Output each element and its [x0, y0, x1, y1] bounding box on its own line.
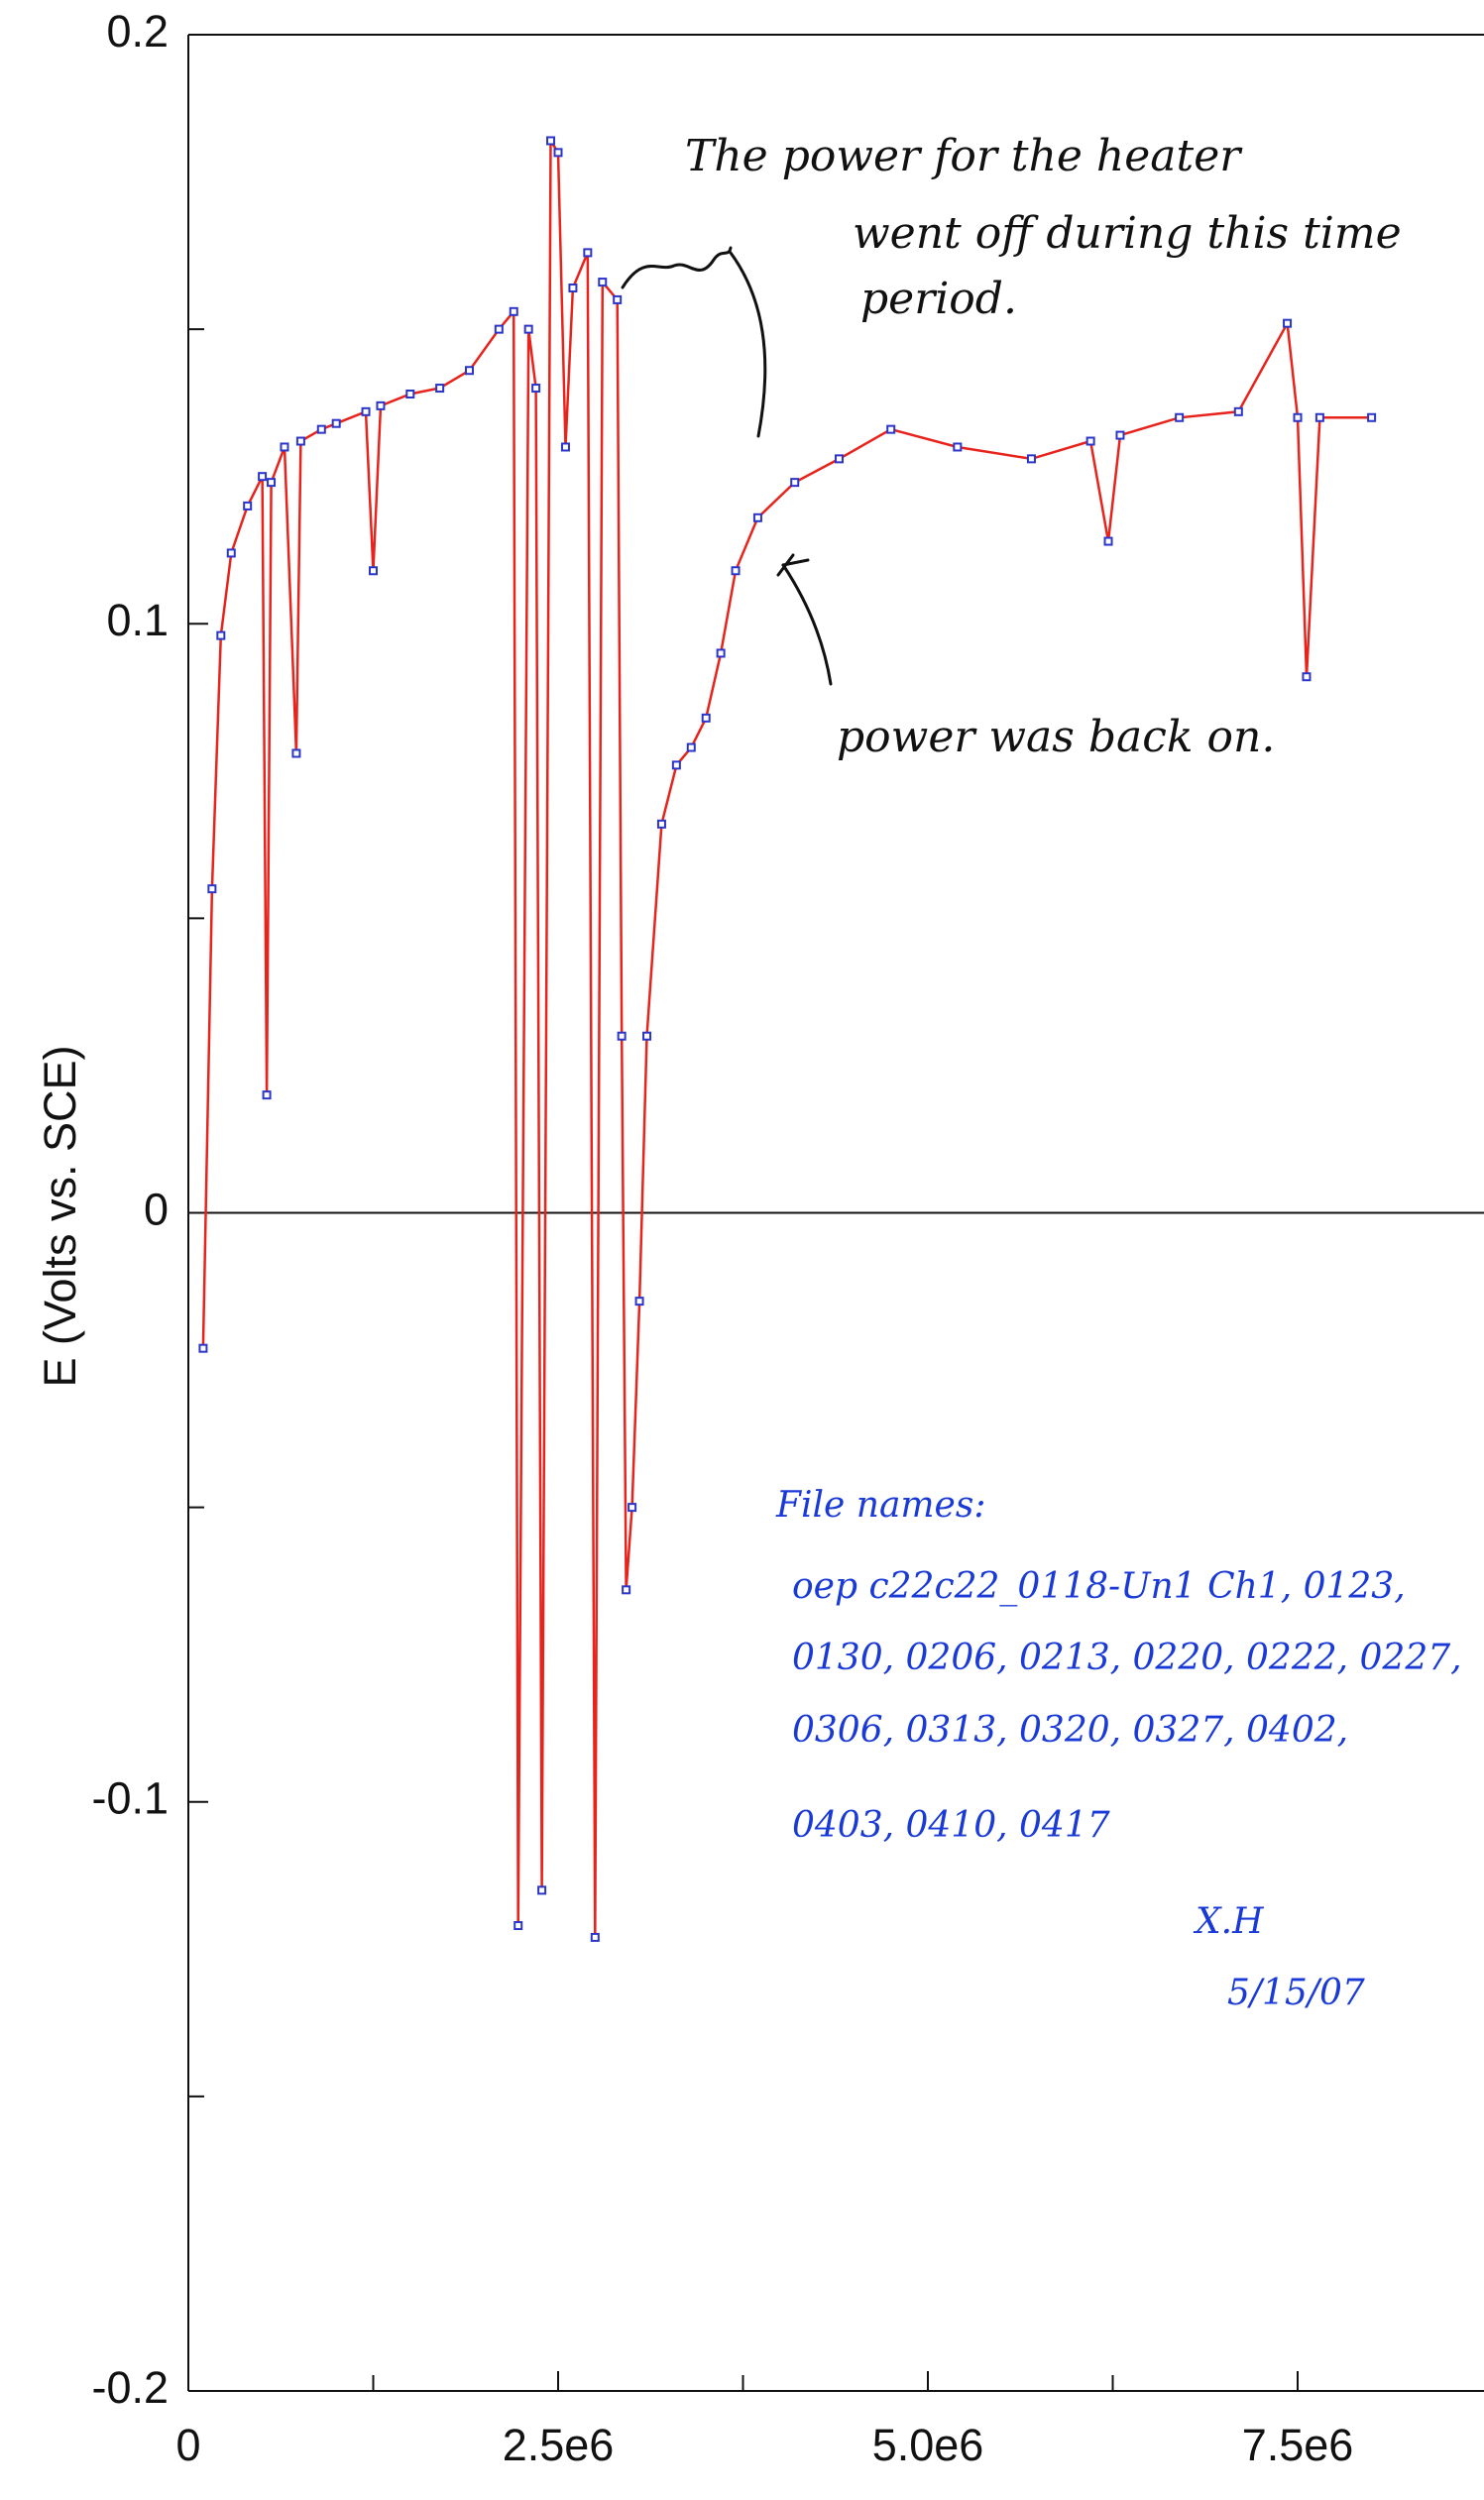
data-point — [953, 442, 963, 452]
data-point — [686, 742, 696, 752]
data-point — [1293, 412, 1303, 422]
data-point — [1314, 412, 1324, 422]
data-point — [464, 366, 474, 376]
data-point — [656, 819, 666, 829]
data-point — [369, 566, 379, 576]
data-point — [560, 442, 570, 452]
data-point — [752, 512, 762, 522]
data-point — [634, 1297, 644, 1307]
data-point — [243, 501, 253, 511]
data-point — [405, 389, 415, 398]
arrow-head — [776, 553, 810, 577]
data-point — [207, 884, 217, 894]
data-point — [790, 478, 800, 488]
squiggle — [621, 246, 733, 289]
data-point — [514, 1921, 523, 1931]
annotation: period. — [860, 274, 1017, 324]
data-point — [198, 1343, 208, 1353]
data-point — [531, 384, 541, 394]
y-axis-label: E (Volts vs. SCE) — [35, 1045, 85, 1387]
file-note: 5/15/07 — [1227, 1973, 1365, 2013]
data-point — [361, 406, 371, 416]
file-note: 0130, 0206, 0213, 0220, 0222, 0227, — [792, 1638, 1462, 1678]
annotation: went off during this time — [853, 208, 1402, 259]
data-point — [291, 748, 301, 758]
data-point — [701, 713, 711, 723]
data-point — [537, 1885, 547, 1895]
data-point — [834, 454, 844, 464]
data-point — [553, 148, 563, 158]
data-point — [523, 324, 533, 334]
data-point — [295, 436, 305, 446]
data-point — [1115, 430, 1125, 440]
series-line — [201, 136, 1372, 1938]
file-note: X.H — [1193, 1901, 1264, 1942]
data-point — [226, 548, 236, 558]
y-tick-label: -0.2 — [91, 2362, 169, 2413]
data-point — [262, 1090, 272, 1100]
brace — [729, 251, 767, 438]
data-point — [1283, 318, 1293, 328]
data-point — [1175, 412, 1185, 422]
data-point — [316, 424, 326, 434]
data-point — [671, 760, 681, 770]
data-point — [642, 1031, 652, 1041]
data-point — [1302, 672, 1312, 682]
data-point — [1085, 436, 1095, 446]
x-tick-label: 0 — [175, 2420, 200, 2470]
data-point — [628, 1503, 637, 1513]
data-point — [216, 630, 226, 640]
data-point — [613, 294, 623, 304]
data-point — [731, 566, 741, 576]
file-note: 0306, 0313, 0320, 0327, 0402, — [792, 1710, 1348, 1751]
x-tick-label: 2.5e6 — [503, 2420, 615, 2470]
data-point — [716, 648, 726, 658]
data-point — [331, 418, 341, 428]
arrow — [781, 563, 833, 686]
hand-arrows — [621, 246, 833, 686]
y-tick-label: 0.2 — [106, 6, 169, 57]
data-point — [280, 442, 289, 452]
data-point — [1103, 536, 1113, 546]
data-point — [1233, 406, 1243, 416]
data-point — [583, 248, 593, 258]
data-point — [617, 1031, 627, 1041]
file-note: File names: — [775, 1485, 985, 1526]
annotation: power was back on. — [837, 712, 1275, 762]
data-point — [886, 424, 896, 434]
data-point — [546, 136, 556, 146]
data-point — [509, 306, 518, 316]
x-tick-label: 5.0e6 — [872, 2420, 984, 2470]
x-tick-label: 7.5e6 — [1242, 2420, 1354, 2470]
annotation: The power for the heater — [685, 131, 1243, 181]
y-tick-label: 0.1 — [106, 595, 169, 645]
y-tick-label: -0.1 — [91, 1773, 169, 1824]
data-point — [376, 400, 386, 410]
data-point — [568, 284, 578, 293]
y-tick-label: 0 — [144, 1184, 169, 1234]
file-note: 0403, 0410, 0417 — [792, 1805, 1110, 1846]
data-point — [590, 1932, 600, 1942]
data-point — [435, 384, 445, 394]
data-point — [267, 478, 277, 488]
file-note: oep c22c22_0118-Un1 Ch1, 0123, — [792, 1566, 1406, 1607]
data-point — [494, 324, 504, 334]
data-point — [1367, 412, 1377, 422]
data-point — [598, 278, 608, 287]
data-point — [258, 472, 268, 482]
data-point — [622, 1585, 631, 1595]
data-point — [1026, 454, 1036, 464]
